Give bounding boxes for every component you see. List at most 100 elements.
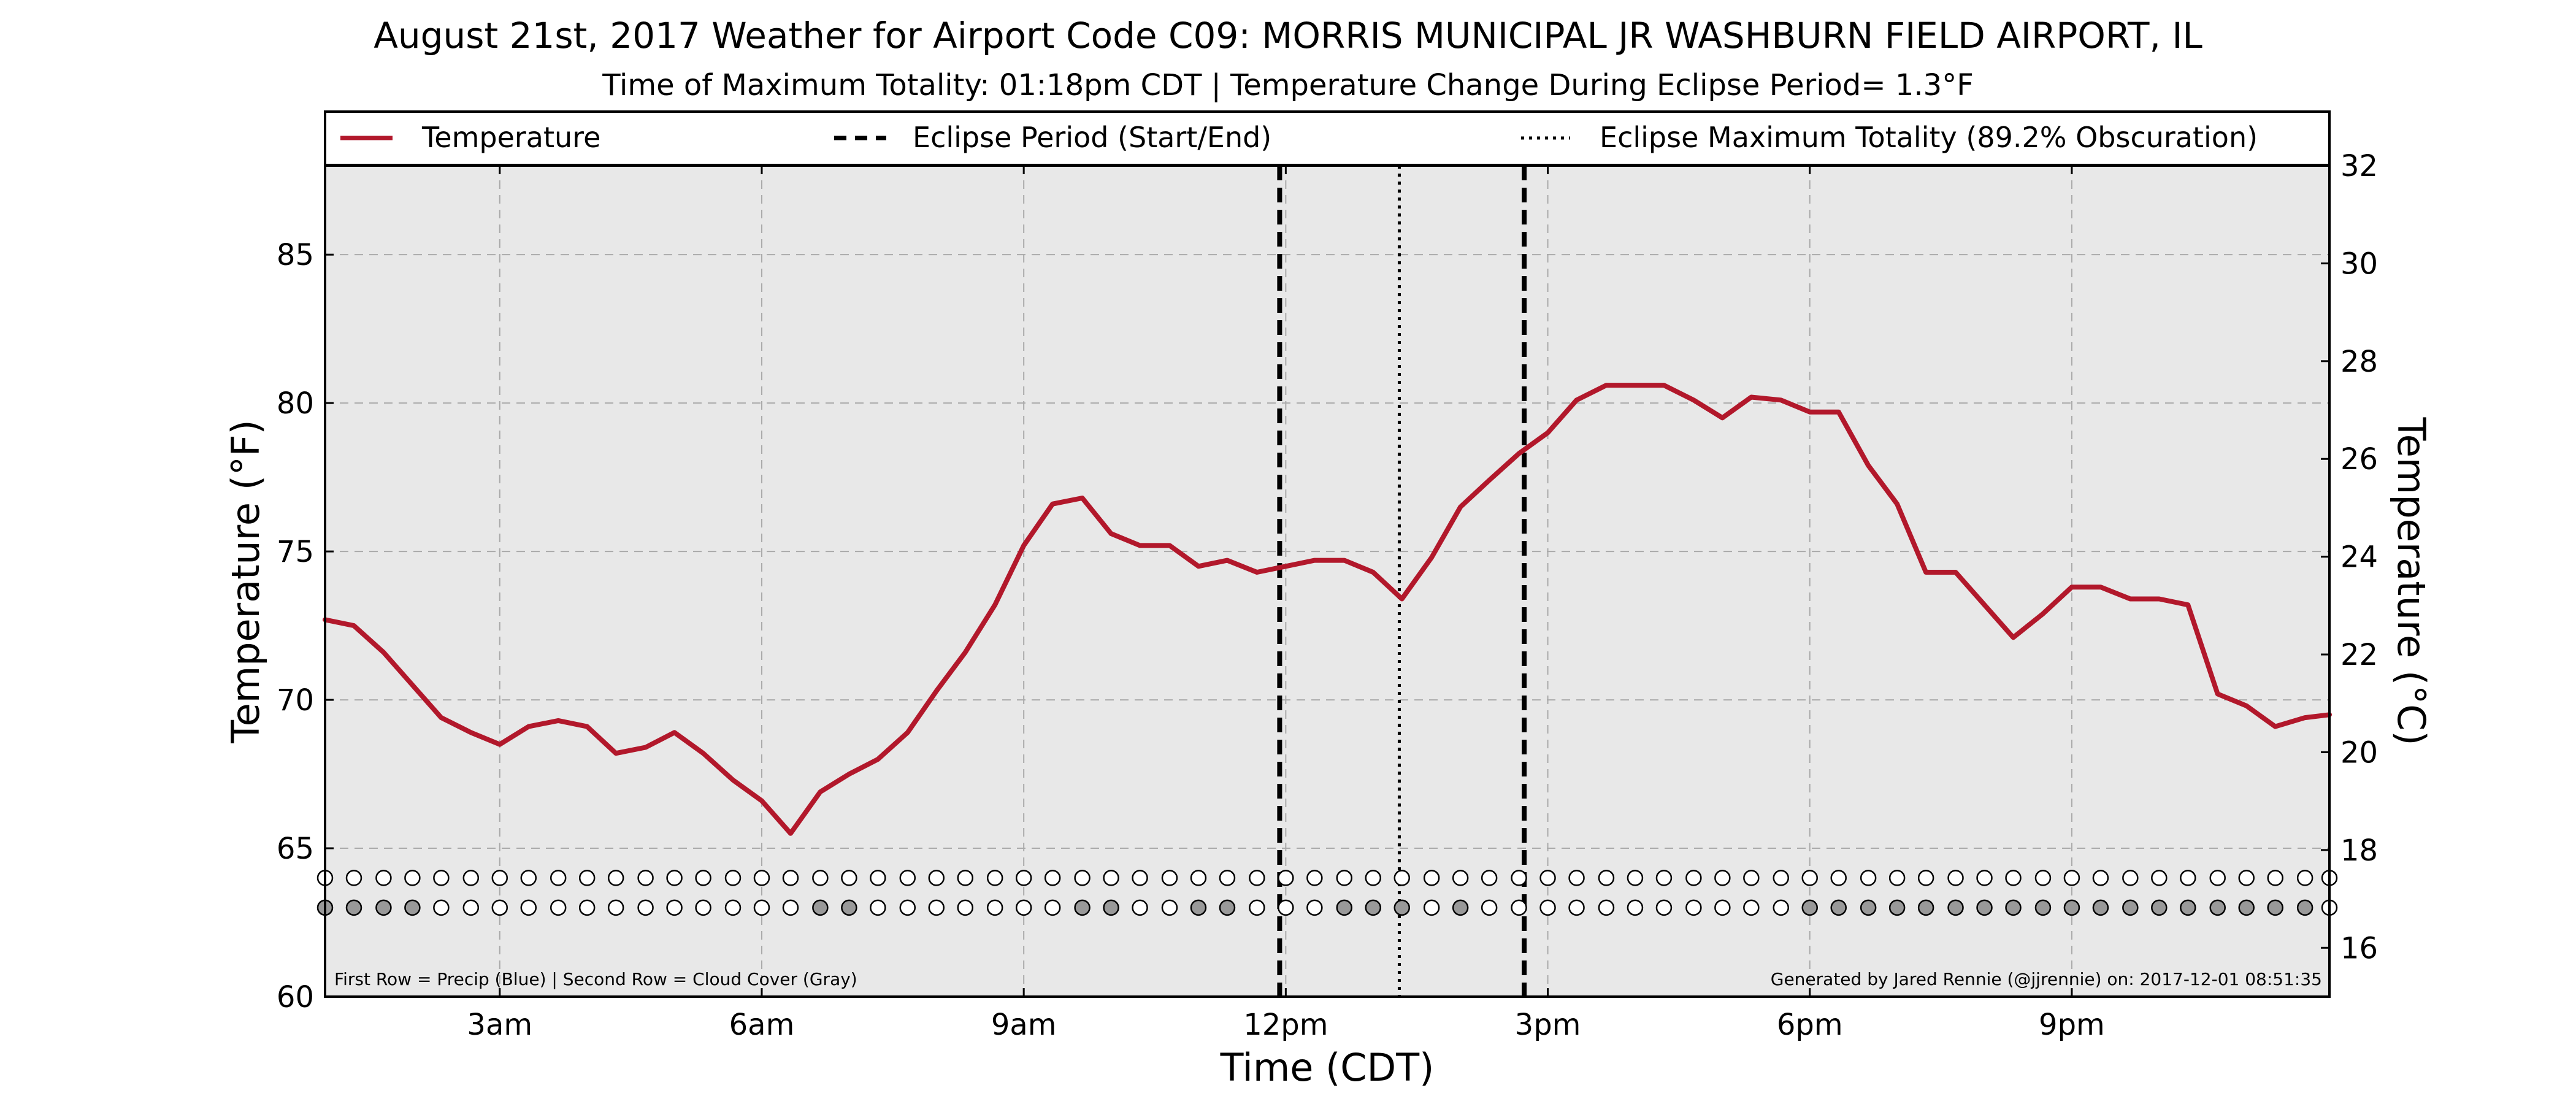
cloud-marker (870, 899, 886, 916)
precip-marker (1103, 870, 1119, 886)
cloud-marker (491, 899, 508, 916)
cloud-marker (1074, 899, 1091, 916)
cloud-marker (375, 899, 392, 916)
precip-marker (1860, 870, 1877, 886)
precip-marker (1249, 870, 1265, 886)
precip-marker (433, 870, 450, 886)
precip-marker (782, 870, 799, 886)
x-tick-label: 3pm (1515, 1008, 1581, 1042)
cloud-marker (1219, 899, 1236, 916)
y-axis-label-left: Temperature (°F) (223, 420, 268, 743)
precip-marker (1947, 870, 1964, 886)
cloud-marker (1103, 899, 1119, 916)
cloud-marker (2267, 899, 2283, 916)
precip-marker (1044, 870, 1061, 886)
y-tick-label: 85 (277, 238, 314, 272)
precip-marker (1511, 870, 1527, 886)
precip-marker (1015, 870, 1032, 886)
precip-marker (1539, 870, 1556, 886)
legend-frame (324, 110, 2331, 166)
cloud-marker (2238, 899, 2255, 916)
precip-marker (1830, 870, 1847, 886)
x-tick-label: 6am (729, 1008, 795, 1042)
precip-marker (375, 870, 392, 886)
cloud-marker (637, 899, 654, 916)
cloud-marker (607, 899, 624, 916)
precip-marker (2296, 870, 2313, 886)
cloud-marker (1365, 899, 1382, 916)
precip-marker (1336, 870, 1353, 886)
cloud-marker (1423, 899, 1440, 916)
cloud-marker (1044, 899, 1061, 916)
precip-marker (986, 870, 1003, 886)
cloud-marker (578, 899, 596, 916)
cloud-marker (2151, 899, 2168, 916)
cloud-marker (520, 899, 537, 916)
precip-marker (1598, 870, 1615, 886)
precip-marker (578, 870, 596, 886)
precip-marker (520, 870, 537, 886)
cloud-marker (1773, 899, 1789, 916)
y-tick-label: 70 (277, 683, 314, 718)
cloud-marker (462, 899, 480, 916)
precip-marker (695, 870, 711, 886)
precip-marker (2238, 870, 2255, 886)
cloud-marker (2034, 899, 2052, 916)
cloud-marker (550, 899, 567, 916)
y-tick-label-right: 26 (2340, 442, 2378, 477)
y-tick-label-right: 16 (2340, 931, 2378, 965)
precip-marker (2063, 870, 2080, 886)
precip-marker (1627, 870, 1644, 886)
legend-label-eclipse-period: Eclipse Period (Start/End) (913, 121, 1271, 154)
cloud-marker (1306, 899, 1323, 916)
precip-marker (1685, 870, 1702, 886)
cloud-marker (1947, 899, 1964, 916)
precip-marker (607, 870, 624, 886)
cloud-marker (782, 899, 799, 916)
precip-marker (2267, 870, 2283, 886)
precip-marker (1132, 870, 1148, 886)
cloud-marker (1393, 899, 1410, 916)
precip-marker (1976, 870, 1993, 886)
precip-marker (1655, 870, 1673, 886)
y-tick-label-right: 18 (2340, 834, 2378, 868)
cloud-marker (1132, 899, 1148, 916)
precip-marker (1074, 870, 1091, 886)
y-tick-label: 75 (277, 535, 314, 569)
cloud-marker (899, 899, 916, 916)
legend-label-temperature: Temperature (421, 121, 600, 154)
x-axis-label: Time (CDT) (1220, 1045, 1435, 1090)
cloud-marker (1714, 899, 1731, 916)
plot-area (325, 166, 2329, 997)
precip-marker (1161, 870, 1178, 886)
cloud-marker (1917, 899, 1934, 916)
precip-marker (753, 870, 770, 886)
cloud-marker (1685, 899, 1702, 916)
y-axis-ticks-right: 16 18 20 22 24 26 28 30 32 (2321, 149, 2378, 965)
x-tick-label: 6pm (1777, 1008, 1843, 1042)
precip-marker (1801, 870, 1818, 886)
cloud-marker (695, 899, 711, 916)
precip-marker (2122, 870, 2139, 886)
precip-marker (550, 870, 567, 886)
cloud-marker (666, 899, 683, 916)
cloud-marker (812, 899, 829, 916)
precip-marker (812, 870, 829, 886)
grid-lines (325, 166, 2329, 997)
cloud-marker (1598, 899, 1615, 916)
precip-marker (462, 870, 480, 886)
cloud-marker (2122, 899, 2139, 916)
y-tick-label-right: 22 (2340, 638, 2378, 672)
cloud-marker (433, 899, 450, 916)
precip-marker (928, 870, 945, 886)
precip-marker (2180, 870, 2196, 886)
chart-title: August 21st, 2017 Weather for Airport Co… (374, 15, 2202, 56)
x-tick-label: 9am (991, 1008, 1057, 1042)
cloud-marker (1801, 899, 1818, 916)
precip-marker (1568, 870, 1585, 886)
cloud-marker (1336, 899, 1353, 916)
x-axis-ticks: 3am 6am 9am 12pm 3pm 6pm 9pm (467, 166, 2105, 1042)
precip-marker (637, 870, 654, 886)
chart-subtitle: Time of Maximum Totality: 01:18pm CDT | … (602, 68, 1974, 102)
